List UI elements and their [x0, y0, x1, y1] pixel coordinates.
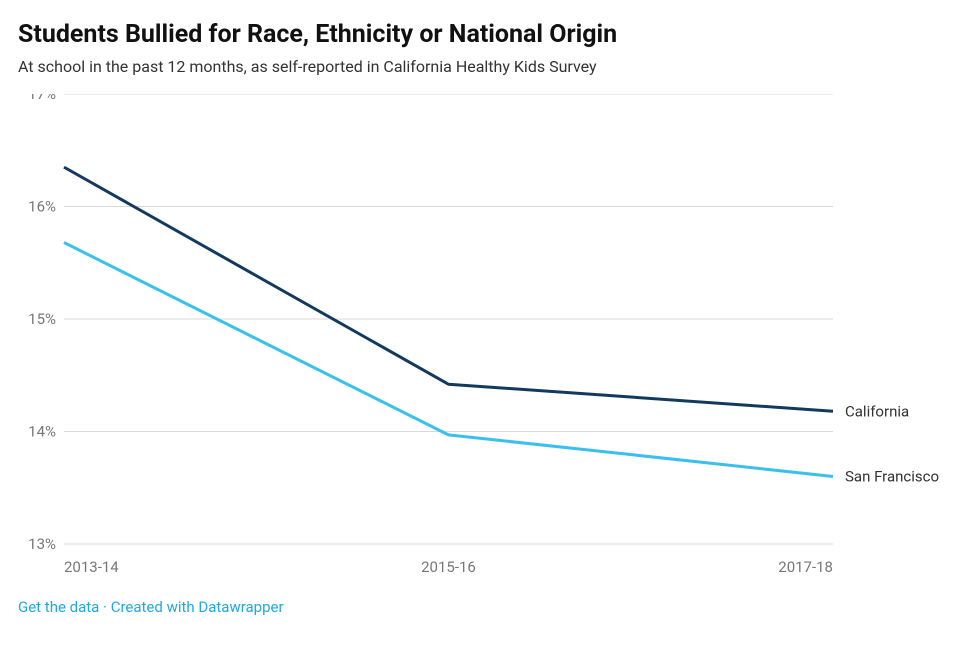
get-data-link[interactable]: Get the data — [18, 598, 99, 616]
series-label: California — [845, 402, 909, 420]
line-chart-svg: 13% 14% 15% 16% 17% 2013-14 2015-16 2017-18 Cali… — [18, 94, 948, 584]
series-label: San Francisco — [845, 468, 939, 486]
series-line — [64, 243, 833, 477]
chart-footer: Get the data · Created with Datawrapper — [18, 598, 952, 616]
y-tick-label: 15% — [28, 310, 56, 328]
datawrapper-link[interactable]: Created with Datawrapper — [111, 598, 284, 616]
chart-area: 13% 14% 15% 16% 17% 2013-14 2015-16 2017-18 Cali… — [18, 94, 948, 584]
series-line — [64, 167, 833, 411]
y-tick-label: 14% — [28, 423, 56, 441]
chart-subtitle: At school in the past 12 months, as self… — [18, 57, 952, 76]
footer-sep: · — [99, 598, 110, 616]
y-tick-label: 16% — [28, 198, 56, 216]
y-tick-label: 13% — [28, 535, 56, 553]
x-tick-label: 2017-18 — [778, 558, 833, 576]
x-tick-label: 2015-16 — [421, 558, 476, 576]
chart-title: Students Bullied for Race, Ethnicity or … — [18, 20, 952, 49]
x-tick-label: 2013-14 — [64, 558, 119, 576]
y-tick-label: 17% — [28, 94, 56, 103]
